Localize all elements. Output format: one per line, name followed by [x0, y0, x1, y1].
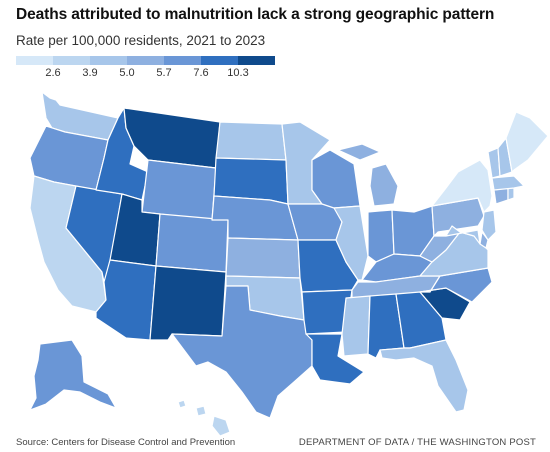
state-florida [379, 339, 469, 413]
state-michigan [337, 143, 399, 207]
state-wisconsin [311, 149, 361, 209]
chart-title: Deaths attributed to malnutrition lack a… [16, 6, 495, 23]
state-mississippi [341, 295, 371, 357]
state-wyoming [141, 159, 217, 221]
state-north-dakota [215, 121, 287, 161]
legend-tick-label: 3.9 [82, 67, 98, 79]
legend-tick-label: 5.7 [156, 67, 172, 79]
legend-color-bar [16, 56, 276, 65]
state-arkansas [301, 289, 353, 335]
state-rhode-island [507, 187, 515, 201]
state-new-york [431, 159, 493, 213]
legend-labels: 2.6 3.9 5.0 5.7 7.6 10.3 [16, 65, 276, 79]
legend-swatch [201, 56, 238, 65]
state-delaware [479, 231, 489, 249]
state-illinois [333, 205, 369, 281]
state-alaska [29, 339, 117, 411]
legend-swatch [127, 56, 164, 65]
state-new-mexico [149, 265, 227, 341]
source-note: Source: Centers for Disease Control and … [16, 437, 236, 448]
legend-tick-label: 2.6 [45, 67, 61, 79]
state-hawaii [177, 399, 231, 437]
state-montana [123, 107, 221, 169]
legend-tick-label: 7.6 [193, 67, 209, 79]
state-maine [505, 111, 549, 173]
legend-swatch [164, 56, 201, 65]
color-legend: 2.6 3.9 5.0 5.7 7.6 10.3 [16, 56, 276, 79]
chart-subtitle: Rate per 100,000 residents, 2021 to 2023 [16, 33, 266, 48]
legend-tick-label: 5.0 [119, 67, 135, 79]
state-kansas [225, 237, 301, 279]
legend-swatch [238, 56, 275, 65]
state-iowa [287, 203, 343, 241]
state-texas [171, 285, 313, 419]
state-indiana [367, 209, 395, 263]
legend-swatch [53, 56, 90, 65]
legend-tick-label: 10.3 [227, 67, 249, 79]
state-maryland [445, 225, 481, 245]
state-colorado [155, 213, 229, 273]
state-louisiana [305, 333, 365, 385]
legend-swatch [90, 56, 127, 65]
state-new-jersey [481, 209, 497, 241]
state-massachusetts [491, 175, 525, 191]
legend-swatch [16, 56, 53, 65]
state-connecticut [493, 187, 509, 205]
credit-line: DEPARTMENT OF DATA / THE WASHINGTON POST [298, 437, 536, 448]
